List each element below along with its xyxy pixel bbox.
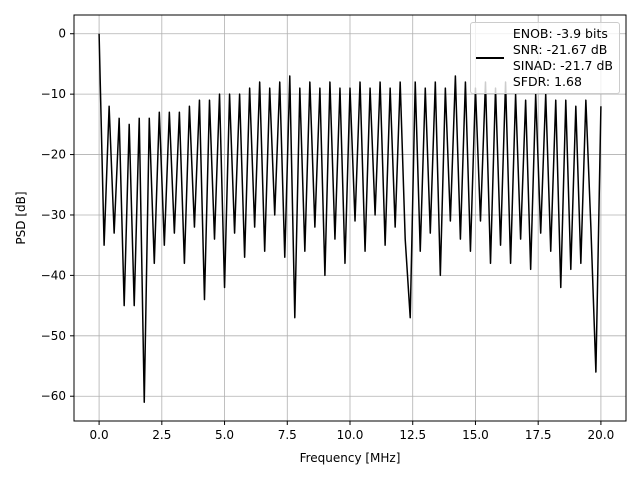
x-tick-label: 5.0 <box>215 428 234 442</box>
x-tick-label: 10.0 <box>337 428 364 442</box>
plot-area <box>98 33 602 404</box>
x-tick-label: 2.5 <box>152 428 171 442</box>
x-tick-label: 20.0 <box>588 428 615 442</box>
y-tick-label: −10 <box>41 87 66 101</box>
y-tick-label: −60 <box>41 389 66 403</box>
psd-line <box>98 33 602 404</box>
y-tick-label: 0 <box>58 27 66 41</box>
x-axis-label: Frequency [MHz] <box>300 451 401 465</box>
x-tick-label: 7.5 <box>278 428 297 442</box>
y-tick-label: −20 <box>41 148 66 162</box>
legend-swatch <box>475 57 504 59</box>
x-tick-label: 17.5 <box>525 428 552 442</box>
legend-label: ENOB: -3.9 bits SNR: -21.67 dB SINAD: -2… <box>512 26 613 89</box>
y-tick-label: −40 <box>41 268 66 282</box>
x-tick-label: 0.0 <box>90 428 109 442</box>
x-tick-label: 12.5 <box>399 428 426 442</box>
y-axis-label: PSD [dB] <box>14 191 28 244</box>
y-tick-label: −50 <box>41 329 66 343</box>
y-tick-label: −30 <box>41 208 66 222</box>
legend: ENOB: -3.9 bits SNR: -21.67 dB SINAD: -2… <box>469 22 620 94</box>
x-tick-label: 15.0 <box>462 428 489 442</box>
